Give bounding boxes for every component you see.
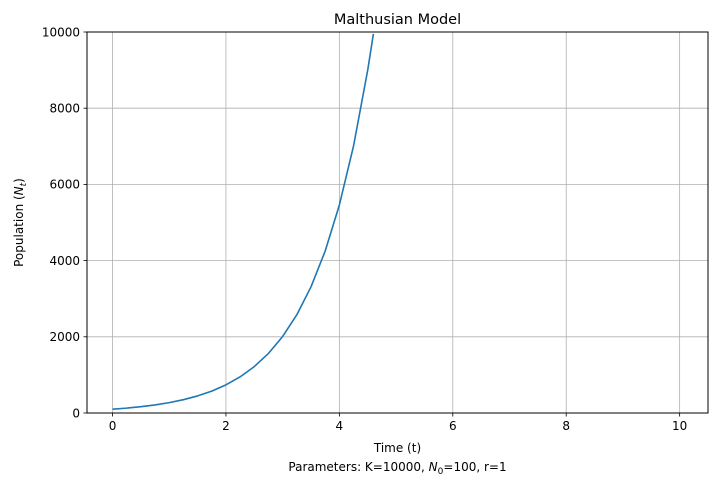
y-tick-label: 10000 — [42, 25, 80, 39]
x-tick-label: 2 — [222, 419, 230, 433]
x-tick-label: 0 — [109, 419, 117, 433]
caption-suffix: =100, r=1 — [443, 460, 506, 474]
series-line — [112, 33, 375, 410]
x-tick-label: 8 — [562, 419, 570, 433]
chart-title: Malthusian Model — [334, 12, 461, 28]
caption-prefix: Parameters: K=10000, — [288, 460, 428, 474]
y-tick-label: 2000 — [49, 330, 80, 344]
x-tick-label: 6 — [449, 419, 457, 433]
y-axis-label-sub: t — [19, 182, 29, 186]
y-axis-label-var: N — [12, 186, 26, 195]
y-axis-label: Population (Nt) — [12, 178, 29, 267]
x-axis-ticks: 0 2 4 6 8 10 — [109, 413, 687, 433]
x-axis-label: Time (t) — [373, 441, 421, 455]
caption-var: N — [429, 460, 438, 474]
series-group — [112, 33, 375, 410]
y-tick-label: 8000 — [49, 102, 80, 116]
y-tick-label: 0 — [72, 406, 80, 420]
x-tick-label: 10 — [672, 419, 687, 433]
y-axis-label-suffix: ) — [12, 178, 26, 183]
y-tick-label: 6000 — [49, 178, 80, 192]
y-tick-label: 4000 — [49, 254, 80, 268]
caption-sub: 0 — [438, 467, 444, 477]
parameters-caption: Parameters: K=10000, N0=100, r=1 — [288, 460, 506, 477]
x-tick-label: 4 — [336, 419, 344, 433]
y-axis-ticks: 0 2000 4000 6000 8000 10000 — [42, 25, 87, 420]
y-axis-label-prefix: Population ( — [12, 195, 26, 267]
plot-frame — [86, 31, 709, 414]
